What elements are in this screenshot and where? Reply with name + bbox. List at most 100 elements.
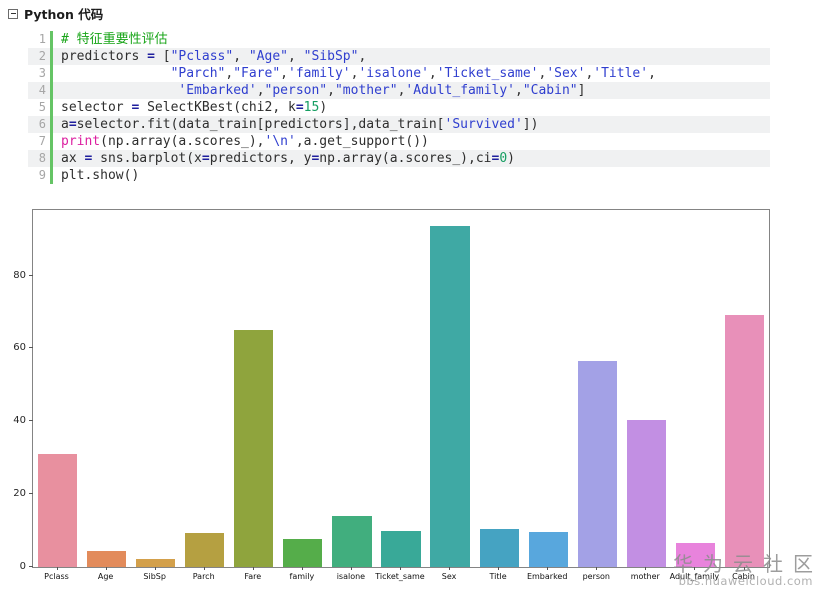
token-num: 15: [303, 100, 320, 115]
token-str: "SibSp": [303, 49, 359, 64]
token-op: =: [311, 151, 320, 166]
code-text: plt.show(): [50, 167, 139, 184]
code-line: 8 ax = sns.barplot(x=predictors, y=np.arr…: [28, 150, 770, 167]
token-str: 'Survived': [444, 117, 523, 132]
token-plain: ,: [397, 83, 406, 98]
y-tick-label: 40: [13, 415, 26, 427]
code-text: "Parch","Fare",'family','isalone','Ticke…: [50, 65, 656, 82]
token-op: =: [147, 49, 155, 64]
y-tick-mark: [29, 274, 33, 276]
line-number: 6: [38, 117, 46, 131]
code-block-title: Python 代码: [24, 7, 104, 22]
token-op: =: [491, 151, 500, 166]
token-str: 'isalone': [358, 66, 429, 81]
bar-mother: [626, 420, 666, 567]
code-line: 2 predictors = ["Pclass", "Age", "SibSp",: [28, 48, 770, 65]
bar-isalone: [332, 515, 372, 567]
token-plain: ,: [327, 83, 335, 98]
token-op: =: [68, 117, 77, 132]
x-tick-mark: [203, 567, 205, 570]
x-tick-label: Pclass: [44, 572, 69, 581]
code-line: 4 'Embarked',"person","mother",'Adult_fa…: [28, 82, 770, 99]
token-plain: ,: [428, 66, 437, 81]
token-plain: SelectKBest(chi2, k: [139, 100, 296, 115]
x-tick-label: Fare: [244, 572, 262, 581]
token-plain: ,: [515, 83, 523, 98]
token-op: =: [201, 151, 210, 166]
bar-Embarked: [528, 532, 568, 567]
token-str: "person": [264, 83, 328, 98]
x-tick-mark: [645, 567, 647, 570]
y-tick-label: 80: [13, 269, 26, 281]
x-tick-mark: [56, 567, 58, 570]
y-tick-label: 20: [13, 488, 26, 500]
token-str: 'family': [288, 66, 351, 81]
token-str: 'Ticket_same': [436, 66, 539, 81]
x-tick-label: Ticket_same: [375, 572, 425, 581]
y-tick-mark: [29, 347, 33, 349]
token-plain: ,: [358, 49, 367, 64]
code-text: ax = sns.barplot(x=predictors, y=np.arra…: [50, 150, 515, 167]
token-str: 'Adult_family': [405, 83, 515, 98]
bar-Age: [87, 550, 127, 567]
collapse-toggle-icon[interactable]: [8, 8, 18, 19]
x-tick-mark: [547, 567, 549, 570]
bar-Pclass: [37, 454, 78, 567]
x-tick-label: Embarked: [526, 572, 568, 581]
token-plain: ax: [61, 151, 85, 166]
minus-icon: [10, 12, 16, 15]
token-str: "mother": [334, 83, 398, 98]
token-plain: a: [61, 117, 69, 132]
x-tick-mark: [400, 567, 401, 570]
token-plain: ,: [233, 49, 249, 64]
token-num: 0: [499, 151, 508, 166]
token-str: "Fare": [233, 66, 281, 81]
token-plain: plt.show(): [61, 168, 140, 183]
bar-Sex: [430, 226, 470, 567]
bar-Adult_family: [675, 542, 716, 567]
token-plain: ,: [350, 66, 359, 81]
line-number: 1: [38, 32, 46, 46]
code-text: selector = SelectKBest(chi2, k=15): [50, 99, 327, 116]
x-tick-label: isalone: [336, 572, 366, 581]
code-text: predictors = ["Pclass", "Age", "SibSp",: [50, 48, 366, 65]
plot-area: [32, 209, 770, 568]
token-str: "Age": [248, 49, 288, 64]
y-tick-label: 60: [13, 342, 26, 354]
token-plain: [: [154, 49, 171, 64]
token-plain: ,: [225, 66, 234, 81]
x-tick-mark: [350, 567, 352, 570]
bar-family: [283, 538, 323, 567]
token-plain: ]: [577, 83, 586, 98]
token-str: "Pclass": [170, 49, 234, 64]
token-plain: selector.fit(data_train[predictors],data…: [76, 117, 445, 132]
token-str: "Cabin": [522, 83, 578, 98]
token-plain: selector: [61, 100, 132, 115]
token-plain: ,: [585, 66, 594, 81]
bar-Ticket_same: [381, 531, 421, 567]
token-str: 'Title': [593, 66, 649, 81]
bar-Fare: [234, 330, 274, 567]
x-tick-mark: [449, 567, 451, 570]
token-str: 'Embarked': [178, 83, 257, 98]
code-text: 'Embarked',"person","mother",'Adult_fami…: [50, 82, 585, 99]
x-tick-mark: [154, 567, 156, 570]
token-op: =: [295, 100, 304, 115]
token-plain: np.array(a.scores_),ci: [319, 151, 492, 166]
x-tick-label: family: [289, 572, 315, 581]
code-text: a=selector.fit(data_train[predictors],da…: [50, 116, 538, 133]
line-number: 9: [38, 168, 46, 182]
x-tick-label: Age: [97, 572, 114, 581]
x-tick-mark: [105, 567, 107, 570]
token-str: "Parch": [170, 66, 226, 81]
line-number: 8: [38, 151, 46, 165]
bar-Title: [479, 529, 519, 567]
x-tick-mark: [694, 567, 696, 570]
x-tick-label: Sex: [441, 572, 457, 581]
x-tick-mark: [252, 567, 254, 570]
bar-chart-figure: 0 20 40 60 80 Pclass Age SibSp Parch Fare family i…: [0, 209, 818, 597]
line-number: 2: [38, 49, 46, 63]
code-line: 6 a=selector.fit(data_train[predictors],d…: [28, 116, 770, 133]
code-line: 5 selector = SelectKBest(chi2, k=15): [28, 99, 770, 116]
